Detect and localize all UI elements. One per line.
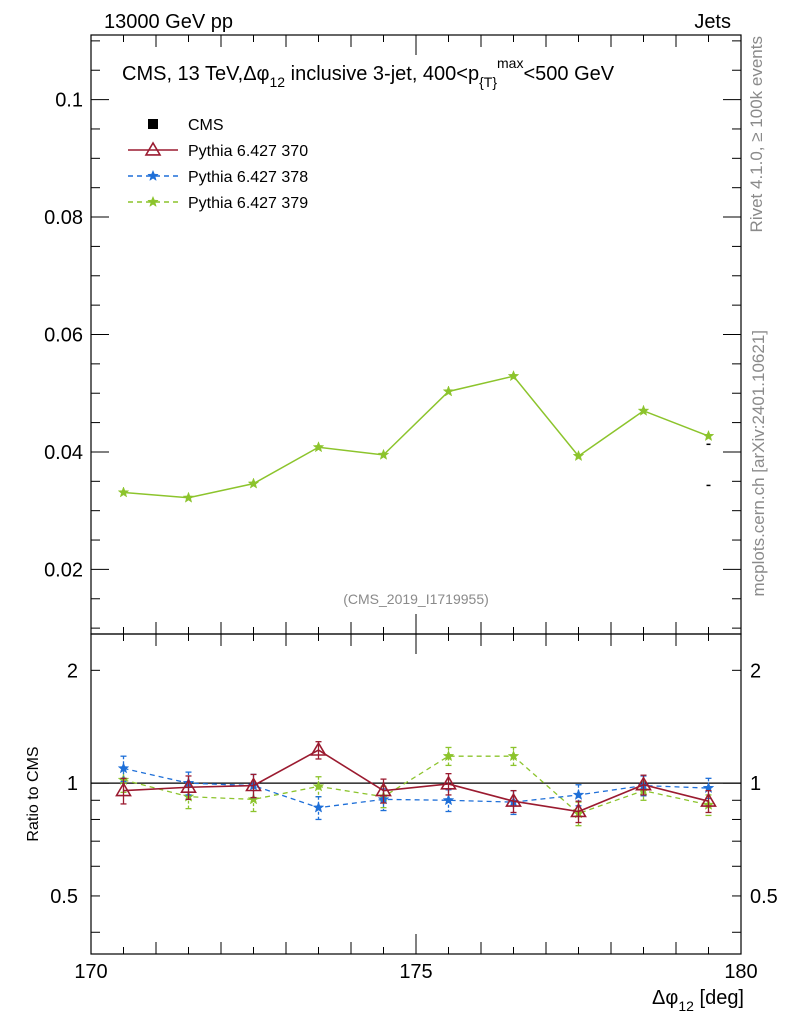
legend: CMS Pythia 6.427 370 Pythia 6.427 378 Pythi… [128,117,308,212]
header-left: 13000 GeV pp [104,11,233,33]
ratio-series-line [123,755,709,815]
main-data-point [507,370,520,382]
ratio-data-point [635,776,652,791]
ratio-data-point [247,793,260,805]
ratio-panel-series [91,741,741,827]
main-data-point [117,486,130,498]
ratio-data-point [117,762,130,774]
main-data-point [442,385,455,397]
ratio-y-tick-label-right: 0.5 [750,886,778,908]
x-axis-label: Δφ12 [deg] [652,987,744,1014]
main-data-point [637,404,650,416]
ratio-data-point [505,792,522,807]
ratio-y-tick-label: 1 [67,773,78,795]
x-tick-label: 170 [74,961,107,983]
legend-marker [144,141,162,156]
ratio-data-point [312,780,325,792]
main-y-tick-label: 0.04 [44,442,83,464]
main-data-point [182,491,195,503]
ratio-y-tick-label: 0.5 [50,886,78,908]
ratio-data-point [700,792,717,807]
main-data-point [377,448,390,460]
mcplots-label: mcplots.cern.ch [arXiv:2401.10621] [749,330,768,596]
chart-title: CMS, 13 TeV,Δφ12 inclusive 3-jet, 400<p{… [122,55,615,90]
ratio-data-point [180,778,197,793]
legend-label: Pythia 6.427 378 [188,169,308,186]
ratio-ylabel: Ratio to CMS [25,746,42,841]
ratio-data-point [375,782,392,797]
tick-labels: 170 175 180 0.02 0.04 0.06 0.08 0.1 0.5 0.5 1 1 2 2 [44,90,778,983]
header-right: Jets [694,11,731,33]
ratio-data-point [570,802,587,818]
main-y-tick-label: 0.1 [55,90,83,112]
ratio-data-point [312,801,325,813]
legend-marker [147,195,159,207]
ratio-data-point [115,782,132,797]
main-data-point [572,449,585,462]
main-data-point [702,429,715,442]
legend-label: CMS [188,117,224,134]
main-panel-series [117,370,715,503]
ratio-data-point [442,750,455,762]
ratio-y-tick-label: 2 [67,660,78,682]
ratio-data-point [440,775,457,790]
ratio-series-line [123,749,709,813]
main-y-tick-label: 0.06 [44,325,83,347]
main-data-point [312,441,325,453]
legend-label: Pythia 6.427 379 [188,195,308,212]
x-tick-label: 175 [399,961,432,983]
ratio-y-tick-label-right: 2 [750,660,761,682]
ratio-y-tick-label-right: 1 [750,773,761,795]
legend-marker [147,169,159,181]
main-data-point [247,477,260,489]
ratio-data-point [442,794,455,806]
analysis-watermark: (CMS_2019_I1719955) [343,591,489,607]
legend-marker [148,119,158,129]
rivet-label: Rivet 4.1.0, ≥ 100k events [747,36,766,232]
ratio-data-point [572,788,585,800]
legend-label: Pythia 6.427 370 [188,143,308,160]
x-tick-label: 180 [724,961,757,983]
main-series-line [123,375,709,499]
main-y-tick-label: 0.08 [44,207,83,229]
main-y-tick-label: 0.02 [44,559,83,581]
ratio-data-point [310,741,327,756]
ratio-data-point [245,777,262,792]
ratio-data-point [507,750,520,762]
ratio-series-line [123,767,709,809]
